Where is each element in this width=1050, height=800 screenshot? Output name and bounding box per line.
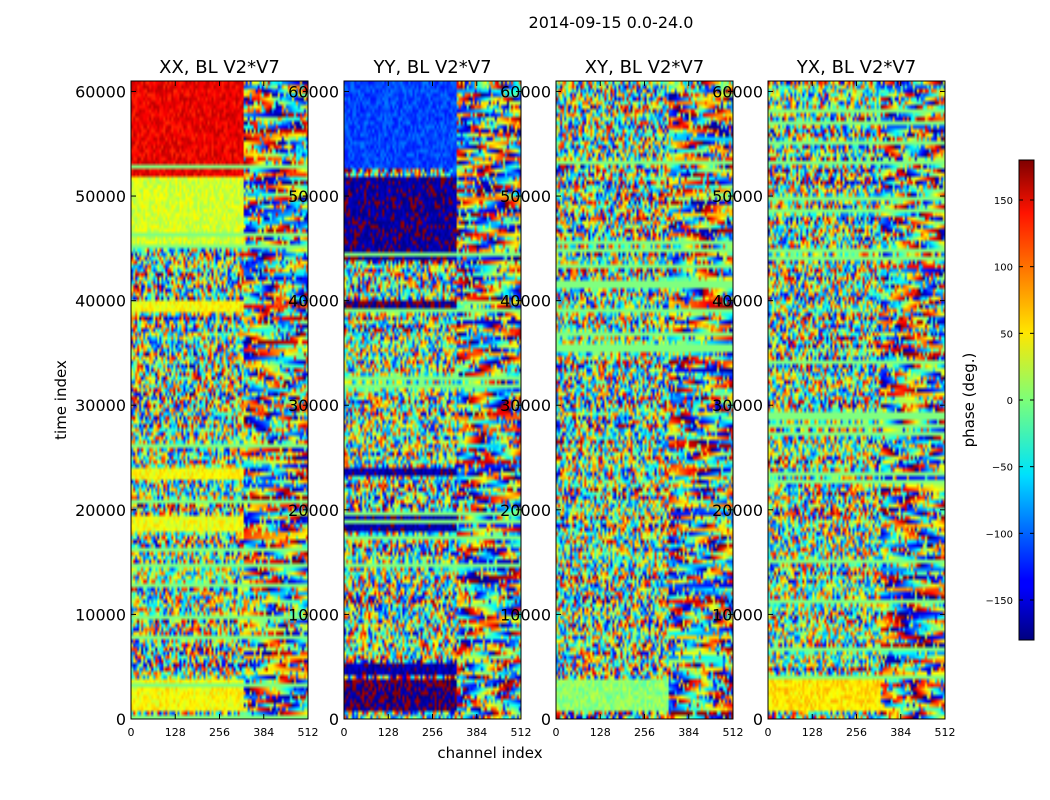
y-tick-label: 0 (116, 710, 126, 729)
y-tick-label: 30000 (712, 396, 763, 415)
y-tick-label: 40000 (288, 292, 339, 311)
y-tick-label: 10000 (500, 605, 551, 624)
x-tick-label: 128 (802, 726, 823, 739)
panel-3: XY, BL V2*V7 0 128 256 384 512 0 10000 20000 3000… (500, 57, 743, 739)
y-tick-label: 30000 (75, 396, 126, 415)
y-tick-label: 10000 (712, 605, 763, 624)
x-tick-label: 512 (723, 726, 744, 739)
colorbar-tick-label: 50 (1000, 329, 1013, 340)
phase-image-4 (768, 81, 945, 719)
x-tick-label: 512 (935, 726, 956, 739)
panel-title-2: YY, BL V2*V7 (372, 57, 491, 78)
y-tick-label: 20000 (500, 501, 551, 520)
colorbar-tick-label: −150 (986, 596, 1013, 607)
colorbar-tick-label: 150 (994, 196, 1013, 207)
colorbar-tick-label: 0 (1007, 396, 1013, 407)
y-tick-label: 60000 (75, 82, 126, 101)
y-tick-label: 10000 (288, 605, 339, 624)
panel-2: YY, BL V2*V7 0 128 256 384 512 0 10000 20000 3000… (288, 57, 531, 739)
y-tick-label: 60000 (288, 82, 339, 101)
y-tick-label: 50000 (500, 187, 551, 206)
y-axis-label: time index (52, 360, 70, 440)
phase-image-3 (556, 81, 733, 719)
x-tick-label: 0 (341, 726, 348, 739)
y-tick-label: 0 (753, 710, 763, 729)
y-tick-label: 40000 (75, 292, 126, 311)
figure-title: 2014-09-15 0.0-24.0 (529, 13, 694, 32)
phase-image-2 (344, 81, 521, 719)
y-tick-label: 50000 (75, 187, 126, 206)
x-tick-label: 256 (422, 726, 443, 739)
y-tick-label: 20000 (288, 501, 339, 520)
y-tick-label: 50000 (712, 187, 763, 206)
x-tick-label: 0 (553, 726, 560, 739)
panel-title-4: YX, BL V2*V7 (796, 57, 916, 78)
x-tick-label: 384 (678, 726, 699, 739)
x-tick-label: 512 (511, 726, 532, 739)
y-tick-label: 50000 (288, 187, 339, 206)
y-tick-label: 20000 (712, 501, 763, 520)
y-tick-label: 60000 (500, 82, 551, 101)
y-tick-label: 10000 (75, 605, 126, 624)
panel-title-3: XY, BL V2*V7 (585, 57, 704, 78)
x-tick-label: 256 (209, 726, 230, 739)
x-tick-label: 256 (634, 726, 655, 739)
x-tick-label: 0 (765, 726, 772, 739)
panels-group: XX, BL V2*V7 0 128 256 384 512 0 10000 20000 3000… (75, 57, 955, 739)
colorbar-ticks: −150 −100 −50 0 50 100 150 (986, 196, 1034, 607)
colorbar-tick-label: 100 (994, 263, 1013, 274)
y-tick-label: 0 (541, 710, 551, 729)
x-tick-label: 128 (590, 726, 611, 739)
x-tick-label: 384 (253, 726, 274, 739)
x-tick-label: 0 (128, 726, 135, 739)
x-tick-label: 384 (890, 726, 911, 739)
colorbar-tick-label: −100 (986, 529, 1013, 540)
y-tick-label: 60000 (712, 82, 763, 101)
colorbar-tick-label: −50 (992, 463, 1013, 474)
panel-4: YX, BL V2*V7 0 128 256 384 512 0 10000 20000 3000… (712, 57, 955, 739)
panel-title-1: XX, BL V2*V7 (159, 57, 280, 78)
panel-1: XX, BL V2*V7 0 128 256 384 512 0 10000 20000 3000… (75, 57, 318, 739)
x-tick-label: 512 (298, 726, 319, 739)
x-tick-label: 384 (466, 726, 487, 739)
y-tick-label: 30000 (500, 396, 551, 415)
x-tick-label: 128 (378, 726, 399, 739)
x-tick-label: 128 (165, 726, 186, 739)
y-tick-label: 0 (329, 710, 339, 729)
y-tick-label: 40000 (500, 292, 551, 311)
colorbar-label: phase (deg.) (960, 353, 978, 448)
y-tick-label: 20000 (75, 501, 126, 520)
y-tick-label: 40000 (712, 292, 763, 311)
phase-image-1 (131, 81, 308, 719)
x-axis-label: channel index (437, 744, 542, 762)
colorbar: −150 −100 −50 0 50 100 150 phase (deg.) (960, 159, 1035, 641)
x-tick-label: 256 (846, 726, 867, 739)
y-tick-label: 30000 (288, 396, 339, 415)
